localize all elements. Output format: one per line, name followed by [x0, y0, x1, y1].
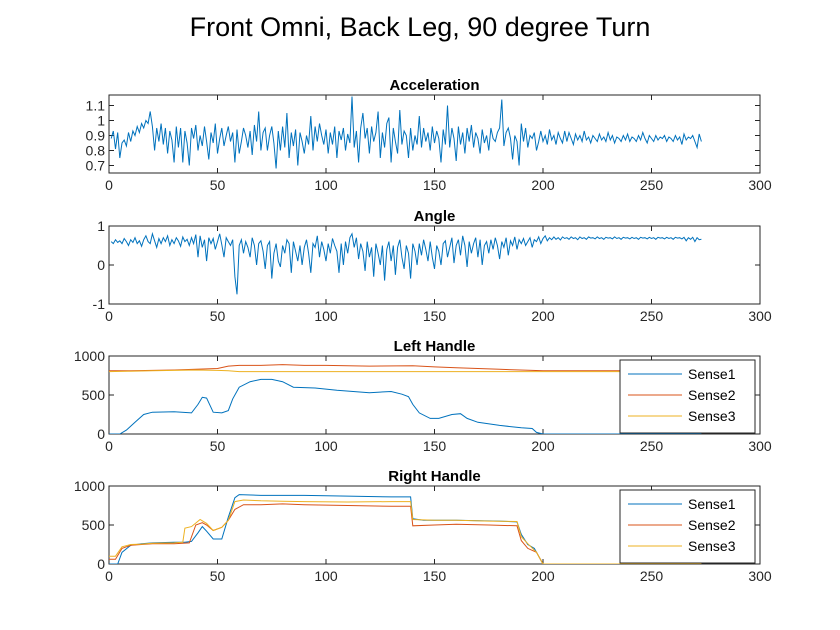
subplot-title: Acceleration [389, 77, 479, 94]
x-tick-label: 250 [640, 438, 664, 454]
figure-title: Front Omni, Back Leg, 90 degree Turn [189, 12, 651, 42]
y-tick-label: 1 [97, 218, 105, 234]
subplot-title: Angle [414, 208, 456, 225]
legend-label: Sense1 [688, 366, 736, 382]
x-tick-label: 50 [210, 308, 226, 324]
legend-label: Sense3 [688, 538, 736, 554]
x-tick-label: 100 [314, 438, 338, 454]
y-tick-label: 1.1 [86, 98, 106, 114]
x-tick-label: 50 [210, 568, 226, 584]
x-tick-label: 150 [423, 308, 447, 324]
y-tick-label: 500 [82, 517, 106, 533]
legend: Sense1 Sense2 Sense3 [619, 489, 756, 564]
x-tick-label: 250 [640, 177, 664, 193]
y-tick-label: 1 [97, 113, 105, 129]
axes-box [108, 94, 761, 174]
x-tick-label: 200 [531, 568, 555, 584]
x-tick-label: 150 [423, 438, 447, 454]
subplot-2: 0 50 100 150 200 250 300 0 500 1000 Left Handle Sen… [74, 338, 772, 454]
y-tick-label: -1 [93, 296, 106, 312]
subplot-3: 0 50 100 150 200 250 300 0 500 1000 Right Handle Se… [74, 468, 772, 584]
y-tick-label: 0 [97, 556, 105, 572]
y-tick-label: 0 [97, 257, 105, 273]
series-line-sense3 [109, 369, 702, 373]
legend-box [619, 359, 756, 434]
y-tick-label: 0.7 [86, 158, 106, 174]
legend-label: Sense2 [688, 387, 736, 403]
x-tick-label: 300 [748, 308, 772, 324]
y-tick-label: 1000 [74, 348, 105, 364]
x-tick-label: 50 [210, 177, 226, 193]
x-tick-label: 100 [314, 568, 338, 584]
legend: Sense1 Sense2 Sense3 [619, 359, 756, 434]
x-tick-label: 0 [105, 177, 113, 193]
x-tick-label: 100 [314, 308, 338, 324]
series-line-sense1 [109, 378, 702, 434]
x-tick-label: 250 [640, 568, 664, 584]
subplot-title: Right Handle [388, 468, 481, 485]
x-tick-label: 150 [423, 177, 447, 193]
y-tick-label: 500 [82, 387, 106, 403]
x-tick-label: 0 [105, 308, 113, 324]
x-tick-label: 100 [314, 177, 338, 193]
series-line-sense3 [109, 499, 702, 564]
y-tick-label: 0.9 [86, 128, 106, 144]
y-tick-label: 1000 [74, 478, 105, 494]
legend-box [619, 489, 756, 564]
x-tick-label: 50 [210, 438, 226, 454]
y-tick-label: 0.8 [86, 143, 106, 159]
x-tick-label: 250 [640, 308, 664, 324]
y-tick-label: 0 [97, 426, 105, 442]
series-line-0 [110, 231, 702, 295]
subplot-title: Left Handle [394, 338, 476, 355]
x-tick-label: 0 [105, 438, 113, 454]
x-tick-label: 150 [423, 568, 447, 584]
x-tick-label: 300 [748, 438, 772, 454]
legend-label: Sense3 [688, 408, 736, 424]
x-tick-label: 300 [748, 177, 772, 193]
x-tick-label: 200 [531, 438, 555, 454]
legend-label: Sense1 [688, 496, 736, 512]
series-line-0 [110, 96, 702, 169]
legend-label: Sense2 [688, 517, 736, 533]
subplot-0: 0 50 100 150 200 250 300 0.70.80.911.1 Accelerat… [86, 77, 772, 193]
x-tick-label: 200 [531, 308, 555, 324]
x-tick-label: 0 [105, 568, 113, 584]
x-tick-label: 200 [531, 177, 555, 193]
x-tick-label: 300 [748, 568, 772, 584]
